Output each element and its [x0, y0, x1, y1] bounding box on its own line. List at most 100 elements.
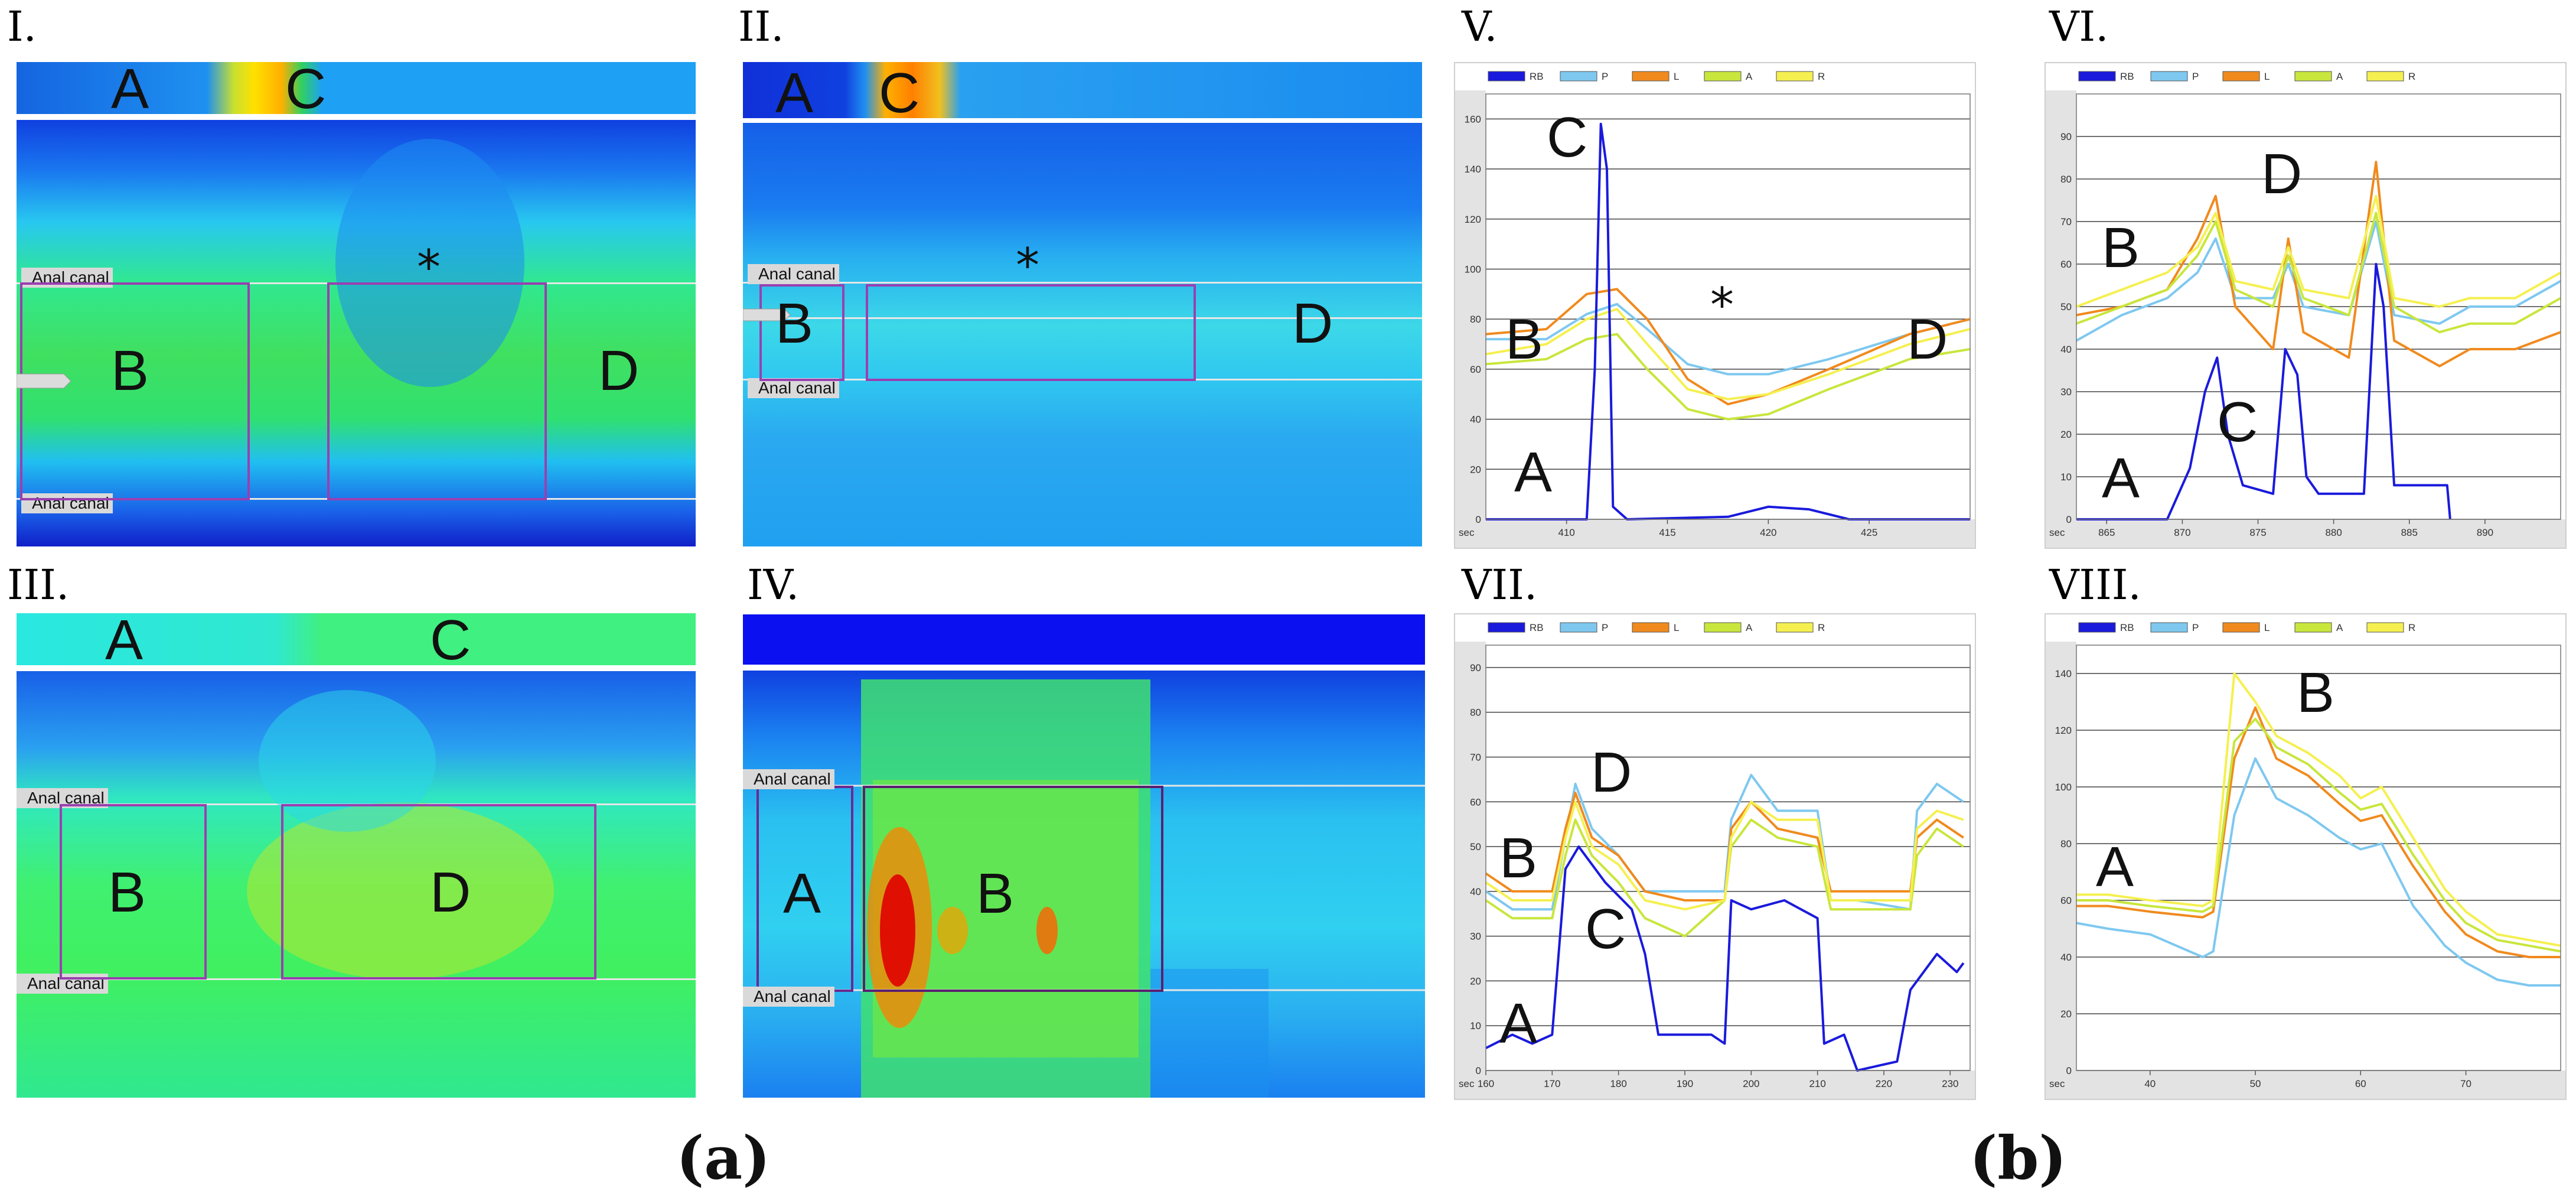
legend-label-r: R: [1818, 71, 1825, 82]
legend-label-l: L: [2264, 71, 2270, 82]
letter-a: A: [111, 62, 149, 121]
chart-v-annotation-b: B: [1505, 308, 1544, 371]
series-line-r: [1485, 801, 1964, 911]
y-tick-label: 10: [2060, 471, 2072, 483]
chart-viii-plot: 0 20 40 60 80 100 120 140 40 50 60 70 sec RB P L A R: [2046, 614, 2565, 1099]
chart-vii: 0 10 20 30 40 50 60 70 80 90 160 170 180 190 200 210 220…: [1454, 613, 1976, 1100]
panel-label-vii: VII.: [1462, 561, 1538, 609]
series-line-p: [2076, 757, 2561, 987]
plot-border: [1485, 93, 1971, 520]
caption-b: (b): [1970, 1123, 2067, 1193]
x-tick-label: 40: [2144, 1078, 2156, 1089]
chart-vi-plot: 0 10 20 30 40 50 60 70 80 90 865 870 875 880 885 890 sec…: [2046, 63, 2565, 548]
plot-border: [2076, 93, 2561, 520]
x-axis-strip: [1455, 1070, 1975, 1099]
series-line-l: [1485, 288, 1971, 406]
letter-b: B: [108, 861, 146, 924]
heatmap-iv-top-bar: [743, 614, 1425, 665]
y-axis-strip: [1455, 614, 1486, 1099]
x-tick-label: 220: [1876, 1078, 1892, 1089]
chart-viii-annotation-a: A: [2096, 835, 2134, 899]
y-tick-label: 20: [1470, 464, 1481, 475]
chart-background: [1455, 63, 1975, 548]
legend-label-l: L: [1674, 71, 1679, 82]
chart-v-annotation-d: D: [1907, 308, 1948, 371]
plot-border: [1485, 645, 1971, 1071]
legend-swatch-p: [1560, 71, 1597, 82]
x-tick-label: 865: [2098, 527, 2115, 538]
heatmap-panel-ii: Anal canal Anal canal A C B D *: [743, 62, 1422, 546]
x-tick-label: 210: [1809, 1078, 1825, 1089]
heatmap-iii-overlay: [60, 690, 596, 980]
caption-a: (a): [676, 1123, 771, 1193]
probe-marker: [17, 373, 71, 389]
letter-a: A: [783, 862, 821, 925]
letter-d: D: [430, 861, 471, 924]
legend-swatch-a: [2294, 71, 2332, 82]
canal-label: Anal canal: [743, 987, 834, 1007]
chart-v-annotation-c: C: [1547, 106, 1588, 169]
y-tick-label: 80: [2060, 174, 2072, 185]
region-box-d: [281, 804, 596, 980]
x-tick-label: 180: [1610, 1078, 1626, 1089]
region-box-star: [327, 282, 547, 500]
chart-vi: 0 10 20 30 40 50 60 70 80 90 865 870 875 880 885 890 sec…: [2045, 62, 2567, 549]
chart-viii: 0 20 40 60 80 100 120 140 40 50 60 70 sec RB P L A R B A: [2045, 613, 2567, 1100]
x-tick-label: 880: [2325, 527, 2342, 538]
legend-label-p: P: [1602, 71, 1608, 82]
x-tick-label: 170: [1544, 1078, 1560, 1089]
heatmap-iii-top-bar: [17, 613, 696, 665]
y-axis-strip: [2046, 63, 2076, 548]
y-tick-label: 90: [2060, 131, 2072, 142]
y-tick-label: 100: [1465, 263, 1481, 275]
legend-label-r: R: [2408, 71, 2415, 82]
y-tick-label: 0: [1476, 1065, 1481, 1076]
panel-label-iii: III.: [7, 561, 70, 609]
x-tick-label: 425: [1861, 527, 1877, 538]
chart-vi-annotation-a: A: [2102, 447, 2140, 510]
region-box-b: [863, 786, 1163, 992]
y-tick-label: 50: [1470, 841, 1481, 852]
y-tick-label: 70: [1470, 751, 1481, 763]
x-axis-label: sec: [1459, 527, 1475, 538]
y-tick-label: 100: [2055, 782, 2072, 793]
heatmap-late-band: [1150, 969, 1269, 1098]
panel-label-iv: IV.: [747, 561, 800, 609]
y-tick-label: 20: [1470, 975, 1481, 987]
legend-label-l: L: [1674, 622, 1679, 633]
x-axis-strip: [1455, 519, 1975, 548]
y-tick-label: 50: [2060, 301, 2072, 313]
canal-line: [743, 282, 1422, 284]
y-tick-label: 30: [2060, 386, 2072, 398]
legend-swatch-rb: [1488, 71, 1525, 82]
x-tick-label: 410: [1558, 527, 1574, 538]
legend-label-a: A: [1746, 71, 1753, 82]
y-tick-label: 0: [2066, 1065, 2072, 1076]
y-tick-label: 40: [1470, 414, 1481, 425]
heatmap-i-top-bar: [17, 62, 696, 114]
y-tick-label: 40: [2060, 344, 2072, 355]
x-tick-label: 875: [2249, 527, 2266, 538]
y-tick-label: 40: [1470, 886, 1481, 897]
legend-swatch-a: [1704, 622, 1742, 633]
x-tick-label: 230: [1942, 1078, 1958, 1089]
heatmap-panel-iv: Anal canal Anal canal A B: [743, 614, 1425, 1098]
legend-swatch-p: [2150, 622, 2188, 633]
chart-v-annotation-a: A: [1514, 441, 1553, 504]
panel-label-v: V.: [1462, 2, 1498, 51]
region-box-b: [20, 282, 250, 500]
chart-v-annotation-star: *: [1710, 278, 1734, 333]
x-tick-label: 190: [1677, 1078, 1693, 1089]
canal-line: [743, 317, 1422, 319]
heatmap-panel-iii: Anal canal Anal canal A C B D: [17, 613, 696, 1098]
heatmap-panel-i: Anal canal Anal canal A C B D *: [17, 62, 696, 546]
chart-vi-annotation-c: C: [2217, 391, 2258, 454]
legend-swatch-p: [1560, 622, 1597, 633]
chart-background: [2046, 614, 2565, 1099]
series-line-l: [2076, 706, 2561, 958]
legend-swatch-r: [2366, 71, 2404, 82]
canal-label: Anal canal: [21, 493, 113, 513]
chart-vi-annotation-d: D: [2261, 142, 2303, 206]
legend-swatch-l: [1632, 71, 1669, 82]
series-line-a: [2076, 717, 2561, 953]
